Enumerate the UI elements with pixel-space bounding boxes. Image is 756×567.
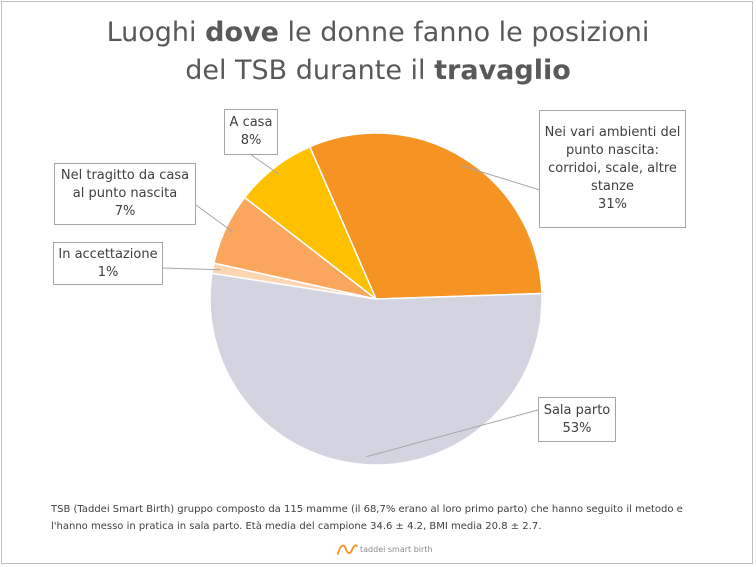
callout-accettazione: In accettazione 1% xyxy=(53,242,163,285)
callout-accettazione-label: In accettazione xyxy=(58,246,158,262)
logo-swirl-icon xyxy=(337,544,358,555)
title-line2-pre: del TSB durante il xyxy=(185,55,435,86)
footnote: TSB (Taddei Smart Birth) gruppo composto… xyxy=(51,504,683,532)
leader-line-tragitto xyxy=(195,204,234,233)
title-line-2: del TSB durante il travaglio xyxy=(0,52,756,90)
slice-sala-parto xyxy=(209,272,543,466)
title-line-1: Luoghi dove le donne fanno le posizioni xyxy=(0,14,756,52)
callout-accettazione-percent: 1% xyxy=(97,264,119,280)
title-line1-post: le donne fanno le posizioni xyxy=(278,17,650,48)
title-line1-bold: dove xyxy=(205,17,279,48)
title-line1-pre: Luoghi xyxy=(106,17,206,48)
callout-ambienti-line-2: punto nascita: xyxy=(565,143,660,158)
callout-ambienti-line-3: corridoi, scale, altre xyxy=(548,161,677,176)
callout-tragitto-line-1: Nel tragitto da casa xyxy=(60,168,190,183)
callout-sala-parto: Sala parto 53% xyxy=(538,397,616,442)
callout-tragitto-line-2: al punto nascita xyxy=(72,186,178,201)
leader-line-accettazione xyxy=(161,267,221,271)
chart-title: Luoghi dove le donne fanno le posizioni … xyxy=(0,14,756,90)
callout-a-casa: A casa 8% xyxy=(224,109,278,155)
callout-ambienti-line-4: stanze xyxy=(591,179,634,194)
title-line2-bold: travaglio xyxy=(434,55,571,86)
callout-ambienti-percent: 31% xyxy=(598,197,627,212)
leader-line-a-casa xyxy=(249,153,280,175)
callout-sala-parto-percent: 53% xyxy=(562,420,592,436)
logo-text: taddei smart birth xyxy=(360,544,433,554)
callout-tragitto-percent: 7% xyxy=(114,204,136,219)
callout-tragitto: Nel tragitto da casa al punto nascita 7% xyxy=(54,163,196,225)
callout-ambienti: Nei vari ambienti del punto nascita: cor… xyxy=(539,110,686,228)
callout-sala-parto-label: Sala parto xyxy=(543,402,611,418)
callout-ambienti-line-1: Nei vari ambienti del xyxy=(544,125,681,140)
leader-line-ambienti xyxy=(460,164,541,191)
callout-a-casa-percent: 8% xyxy=(240,133,262,148)
leader-line-sala-parto xyxy=(366,409,539,458)
brand-logo: taddei smart birth xyxy=(336,541,433,557)
slice-ambienti xyxy=(308,132,543,300)
callout-a-casa-label: A casa xyxy=(229,115,273,130)
slice-a-casa xyxy=(243,145,377,300)
